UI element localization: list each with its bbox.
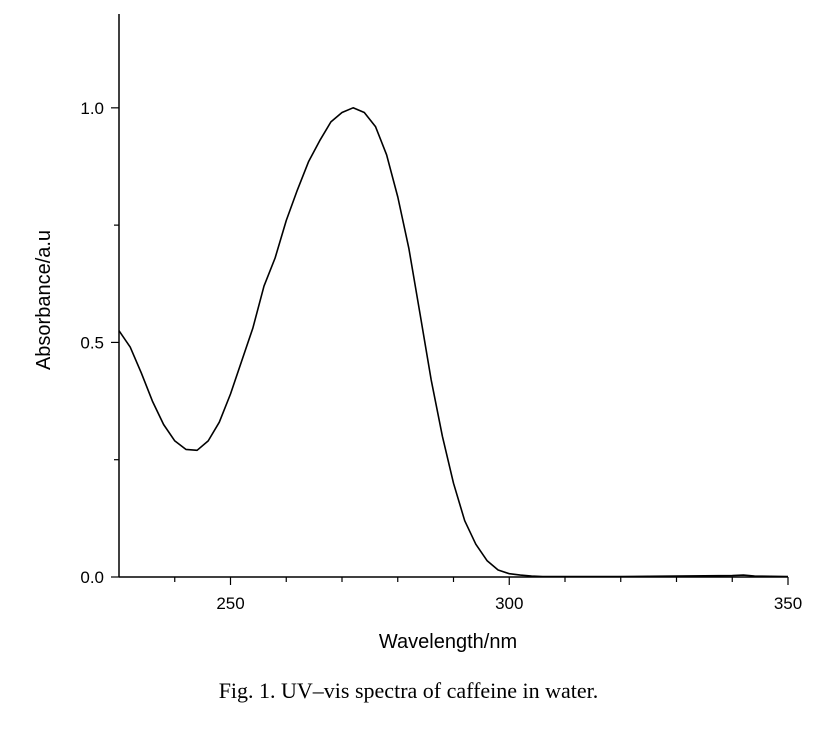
y-tick-label: 0.5: [80, 333, 104, 352]
x-tick-label: 250: [216, 594, 244, 613]
y-axis-title: Absorbance/a.u: [33, 230, 55, 370]
axes: [118, 14, 788, 578]
series-layer: [118, 107, 789, 578]
x-tick-label: 350: [774, 594, 802, 613]
uv-vis-chart: 250 300 350 0.0 0.5 1.0 Wavelength/nm Absorba…: [33, 14, 802, 653]
figure-caption: Fig. 1. UV–vis spectra of caffeine in wa…: [218, 678, 599, 703]
y-tick-label: 0.0: [80, 568, 104, 587]
x-axis-title: Wavelength/nm: [379, 631, 517, 653]
y-tick-label: 1.0: [80, 99, 104, 118]
series-line-absorbance: [118, 107, 789, 578]
ticks: 250 300 350 0.0 0.5 1.0: [80, 99, 802, 613]
x-tick-label: 300: [495, 594, 523, 613]
